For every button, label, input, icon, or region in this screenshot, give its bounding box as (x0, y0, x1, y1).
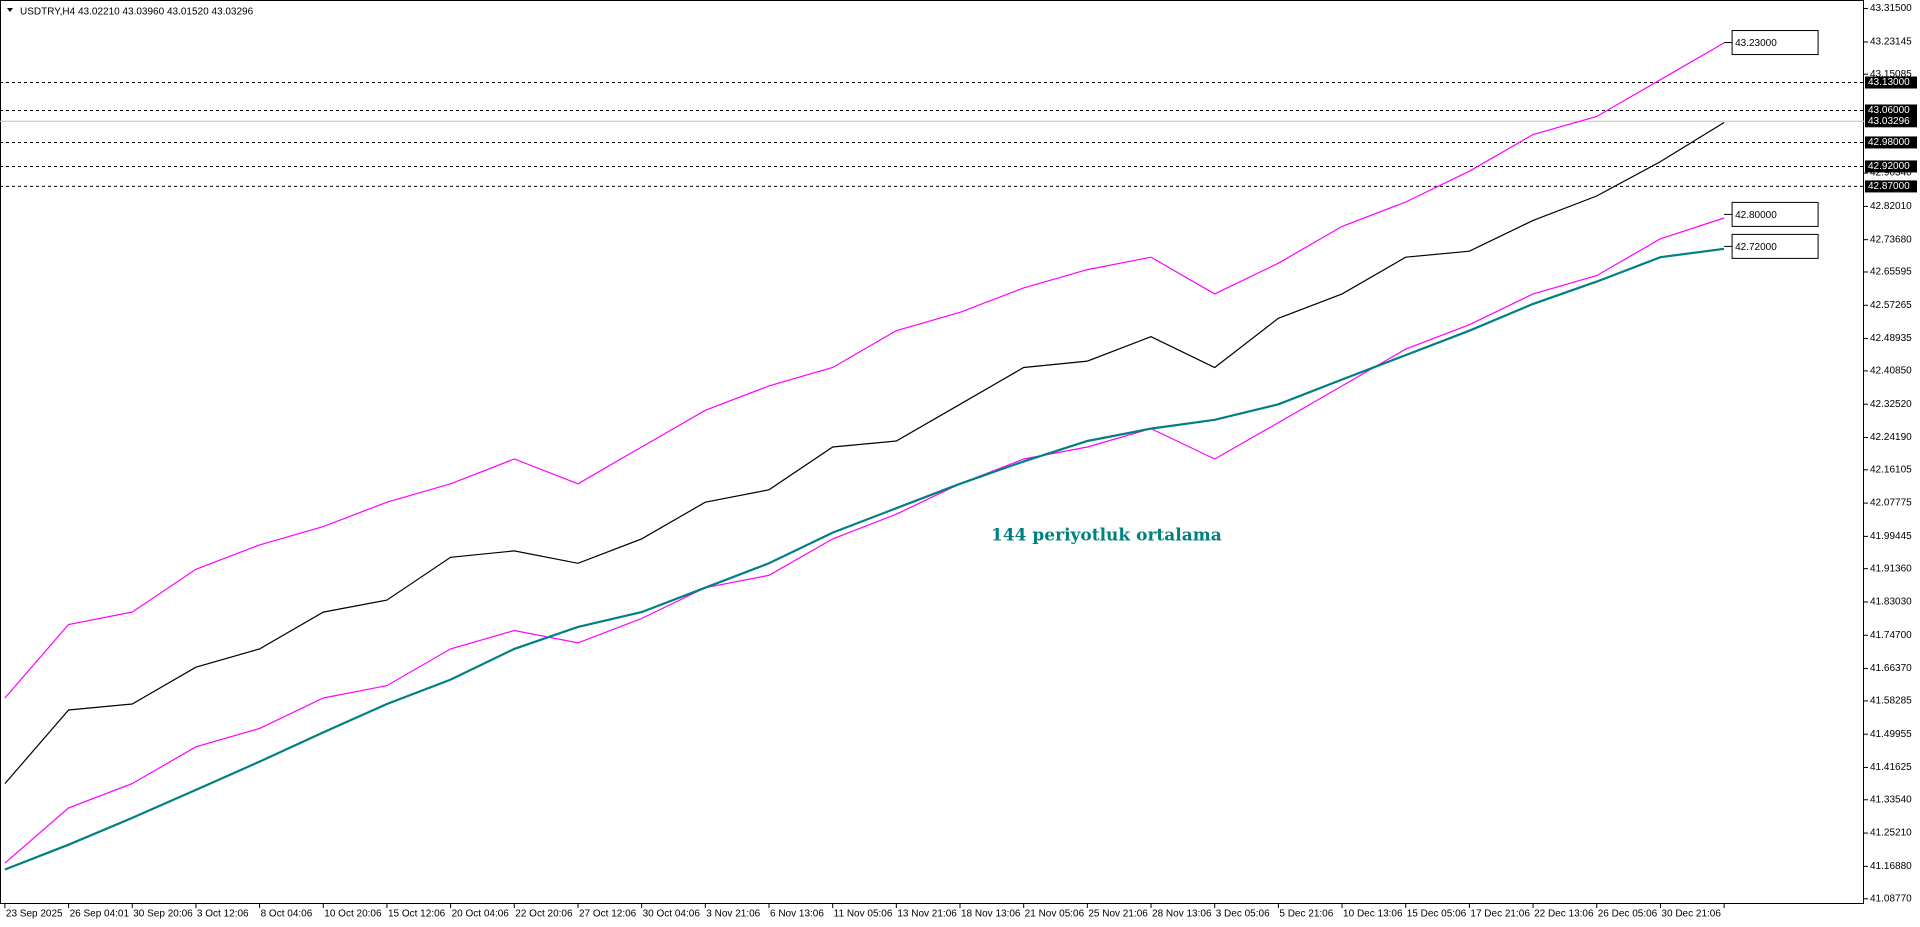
x-tick-label: 30 Dec 21:06 (1661, 909, 1721, 920)
x-tick-label: 22 Dec 13:06 (1534, 909, 1594, 920)
x-tick-label: 13 Nov 21:06 (897, 909, 957, 920)
y-tick-label: 41.58285 (1870, 696, 1912, 707)
y-tick-label: 41.41625 (1870, 762, 1912, 773)
x-tick-label: 30 Oct 04:06 (643, 909, 701, 920)
price-label: 43.23000 (1735, 38, 1777, 49)
level-label-bg (1865, 76, 1917, 89)
x-tick-label: 10 Dec 13:06 (1343, 909, 1403, 920)
level-label: 42.87000 (1868, 181, 1910, 192)
x-tick-label: 3 Dec 05:06 (1216, 909, 1270, 920)
y-tick-label: 42.57265 (1870, 300, 1912, 311)
y-tick-label: 41.49955 (1870, 729, 1912, 740)
current-price-bg (1865, 115, 1917, 128)
x-tick-label: 20 Oct 04:06 (452, 909, 510, 920)
y-tick-label: 42.48935 (1870, 333, 1912, 344)
x-tick-label: 26 Sep 04:01 (70, 909, 130, 920)
y-tick-label: 42.40850 (1870, 366, 1912, 377)
annotation: 144 periyotluk ortalama (991, 526, 1222, 546)
y-tick-label: 42.90340 (1870, 168, 1912, 179)
x-tick-label: 15 Oct 12:06 (388, 909, 446, 920)
x-tick-label: 5 Dec 21:06 (1279, 909, 1333, 920)
y-tick-label: 43.31500 (1870, 3, 1912, 14)
x-tick-label: 8 Oct 04:06 (261, 909, 313, 920)
current-price-label: 43.03296 (1868, 116, 1910, 127)
x-tick-label: 6 Nov 13:06 (770, 909, 824, 920)
x-tick-label: 27 Oct 12:06 (579, 909, 637, 920)
price-label-box (1731, 201, 1819, 227)
x-tick-label: 10 Oct 20:06 (324, 909, 382, 920)
x-tick-label: 3 Oct 12:06 (197, 909, 249, 920)
y-tick-label: 41.99445 (1870, 531, 1912, 542)
y-tick-label: 42.32520 (1870, 399, 1912, 410)
y-tick-label: 41.66370 (1870, 663, 1912, 674)
plot-frame (0, 0, 1864, 904)
menu-arrow (7, 8, 13, 12)
y-tick-label: 41.83030 (1870, 597, 1912, 608)
y-tick-label: 41.25210 (1870, 828, 1912, 839)
x-tick-label: 28 Nov 13:06 (1152, 909, 1212, 920)
chart-title: USDTRY,H4 43.02210 43.03960 43.01520 43.… (20, 7, 254, 18)
price-label-box (1731, 30, 1819, 56)
y-tick-label: 41.16880 (1870, 861, 1912, 872)
level-label-bg (1865, 160, 1917, 173)
level-label: 42.98000 (1868, 137, 1910, 148)
x-tick-label: 25 Nov 21:06 (1088, 909, 1148, 920)
price-label: 42.80000 (1735, 210, 1777, 221)
y-tick-label: 42.73680 (1870, 234, 1912, 245)
x-tick-label: 23 Sep 2025 (6, 909, 63, 920)
y-tick-label: 42.07775 (1870, 498, 1912, 509)
y-tick-label: 41.91360 (1870, 563, 1912, 574)
y-tick-label: 41.33540 (1870, 794, 1912, 805)
x-tick-label: 26 Dec 05:06 (1598, 909, 1658, 920)
level-label-bg (1865, 180, 1917, 193)
x-tick-label: 11 Nov 05:06 (834, 909, 893, 920)
y-tick-label: 41.74700 (1870, 630, 1912, 641)
level-label: 43.13000 (1868, 77, 1910, 88)
x-tick-label: 22 Oct 20:06 (515, 909, 573, 920)
x-tick-label: 17 Dec 21:06 (1470, 909, 1530, 920)
series-line (4, 217, 1725, 864)
series-line (4, 247, 1725, 871)
y-tick-label: 43.15085 (1870, 69, 1912, 80)
level-label-bg (1865, 136, 1917, 149)
level-label: 42.92000 (1868, 161, 1910, 172)
x-tick-label: 30 Sep 20:06 (133, 909, 193, 920)
series-line (4, 42, 1725, 699)
y-tick-label: 41.08770 (1870, 893, 1912, 904)
y-tick-label: 43.23145 (1870, 37, 1912, 48)
x-tick-label: 18 Nov 13:06 (961, 909, 1021, 920)
x-tick-label: 3 Nov 21:06 (706, 909, 760, 920)
level-label: 43.06000 (1868, 105, 1910, 116)
y-tick-label: 42.24190 (1870, 432, 1912, 443)
price-label: 42.72000 (1735, 242, 1777, 253)
x-tick-label: 15 Dec 05:06 (1407, 909, 1467, 920)
x-tick-label: 21 Nov 05:06 (1025, 909, 1085, 920)
y-tick-label: 42.16105 (1870, 464, 1912, 475)
level-label-bg (1865, 104, 1917, 117)
y-tick-label: 42.82010 (1870, 201, 1912, 212)
y-tick-label: 42.65595 (1870, 267, 1912, 278)
series-line (4, 121, 1725, 784)
price-label-box (1731, 233, 1819, 259)
